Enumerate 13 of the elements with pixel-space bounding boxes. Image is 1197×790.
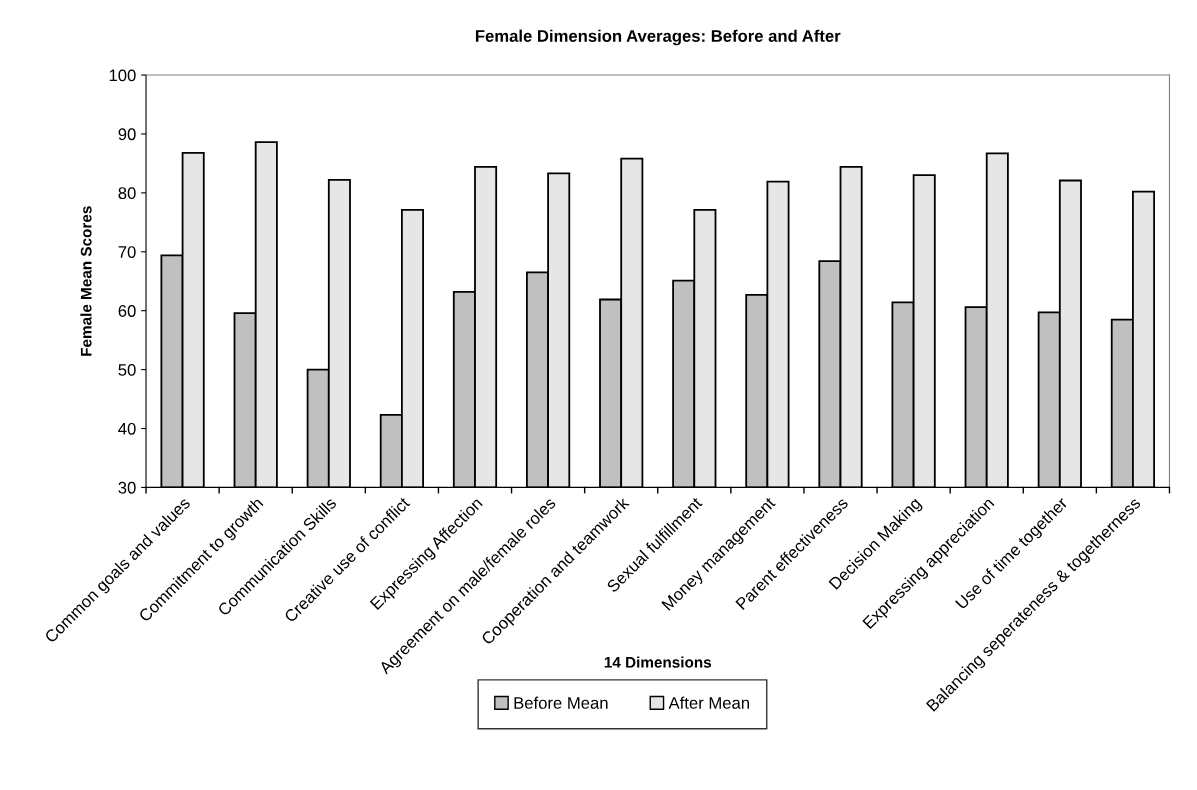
legend-label: After Mean xyxy=(668,696,749,709)
y-tick-label: 80 xyxy=(118,187,136,200)
y-tick-label: 90 xyxy=(118,128,136,141)
y-tick-label: 50 xyxy=(118,364,136,376)
y-tick-label: 30 xyxy=(118,481,136,494)
x-axis-title: 14 Dimensions xyxy=(604,656,712,668)
y-axis-title: Female Mean Scores xyxy=(80,206,92,356)
chart-title: Female Dimension Averages: Before and After xyxy=(475,29,841,46)
y-tick-label: 60 xyxy=(118,305,136,317)
y-tick-label: 70 xyxy=(118,246,136,258)
y-tick-label: 40 xyxy=(118,422,136,435)
y-tick-label: 100 xyxy=(109,69,136,82)
legend-label: Before Mean xyxy=(514,696,608,709)
